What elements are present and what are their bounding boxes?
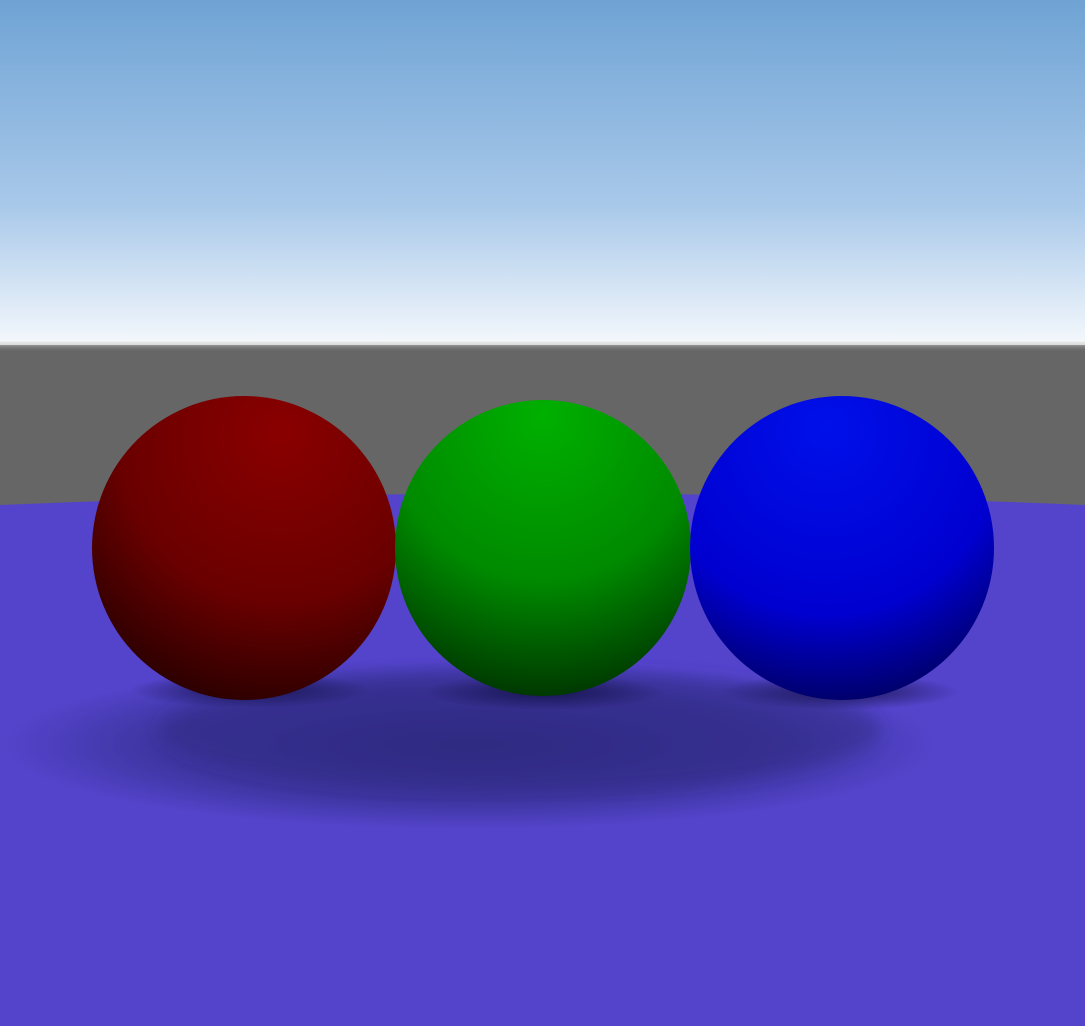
green-sphere bbox=[395, 400, 691, 696]
horizon-line bbox=[0, 340, 1085, 352]
blue-sphere bbox=[690, 396, 994, 700]
red-sphere bbox=[92, 396, 396, 700]
sky bbox=[0, 0, 1085, 345]
